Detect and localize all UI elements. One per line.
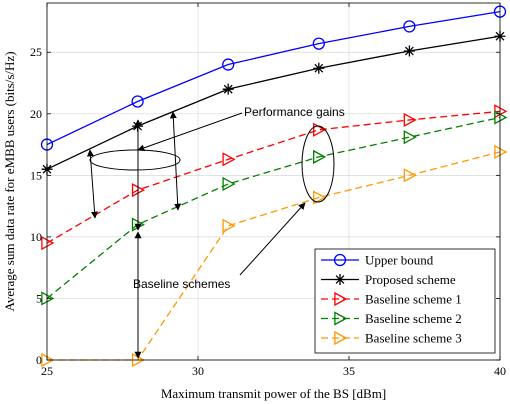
data-point — [494, 110, 508, 125]
data-point — [222, 58, 235, 71]
gain-arrow-3 — [169, 111, 182, 211]
data-point — [313, 62, 325, 74]
series-line — [46, 110, 501, 244]
legend-box — [314, 248, 496, 354]
annotation-performance-gains: Performance gains — [244, 105, 345, 119]
legend-marker — [334, 274, 346, 285]
data-point — [494, 144, 508, 160]
y-axis-label: Average sum data rate for eMBB users (bi… — [2, 51, 17, 311]
y-tick-label: 10 — [30, 230, 42, 244]
legend-label: Upper bound — [365, 253, 434, 268]
data-point — [313, 190, 327, 205]
data-point — [313, 149, 327, 164]
legend-label: Baseline scheme 1 — [365, 292, 462, 307]
y-tick-label: 20 — [30, 107, 42, 121]
x-tick-label: 35 — [343, 364, 355, 378]
data-point — [41, 352, 55, 368]
series-line — [46, 116, 501, 299]
legend-label: Baseline scheme 3 — [365, 331, 462, 346]
data-point — [403, 130, 417, 145]
annotations: Performance gains Baseline schemes — [86, 105, 345, 359]
data-point — [41, 291, 55, 306]
pointer-baseline-schemes — [239, 202, 306, 276]
data-point — [312, 37, 325, 50]
data-point — [131, 95, 144, 108]
legend-marker — [333, 253, 347, 267]
data-point — [403, 112, 417, 128]
legend-marker — [334, 291, 348, 307]
legend-entry-5: Baseline scheme 3 — [321, 331, 462, 346]
legend-entry-1: Upper bound — [321, 253, 434, 268]
data-point — [403, 20, 416, 33]
series-layer — [40, 5, 508, 368]
y-tick-label: 15 — [30, 168, 42, 182]
series-line — [47, 151, 501, 361]
legend: Upper bound Proposed scheme Baseline schem… — [314, 248, 496, 354]
series-line — [46, 10, 501, 146]
x-axis-label: Maximum transmit power of the BS [dBm] — [161, 386, 386, 401]
y-tick-label: 0 — [36, 353, 42, 367]
x-tick-label: 30 — [192, 364, 204, 378]
baseline-ellipse-right — [301, 125, 335, 203]
y-tick-label: 25 — [30, 45, 42, 59]
ticks: 25 30 35 40 0 5 10 15 20 25 — [30, 3, 506, 378]
data-point — [222, 218, 236, 233]
legend-label: Baseline scheme 2 — [365, 311, 462, 326]
data-point — [313, 122, 327, 137]
legend-entry-2: Proposed scheme — [321, 272, 456, 287]
data-point — [403, 45, 415, 57]
x-tick-label: 25 — [41, 364, 53, 378]
legend-entry-3: Baseline scheme 1 — [321, 292, 462, 307]
series-line — [46, 35, 501, 170]
legend-label: Proposed scheme — [365, 272, 456, 287]
data-point — [222, 83, 234, 95]
y-tick-label: 5 — [36, 291, 42, 305]
data-point — [222, 176, 236, 192]
gain-arrow-1 — [86, 149, 99, 219]
plot-frame — [46, 2, 501, 361]
data-point — [403, 168, 417, 183]
legend-marker — [334, 330, 348, 346]
annotation-baseline-schemes: Baseline schemes — [133, 277, 230, 291]
x-tick-label: 40 — [494, 364, 506, 378]
legend-entry-4: Baseline scheme 2 — [321, 311, 462, 326]
pointer-performance-gains — [137, 112, 243, 152]
data-point — [41, 235, 55, 251]
legend-marker — [334, 311, 348, 326]
data-point — [222, 152, 236, 167]
